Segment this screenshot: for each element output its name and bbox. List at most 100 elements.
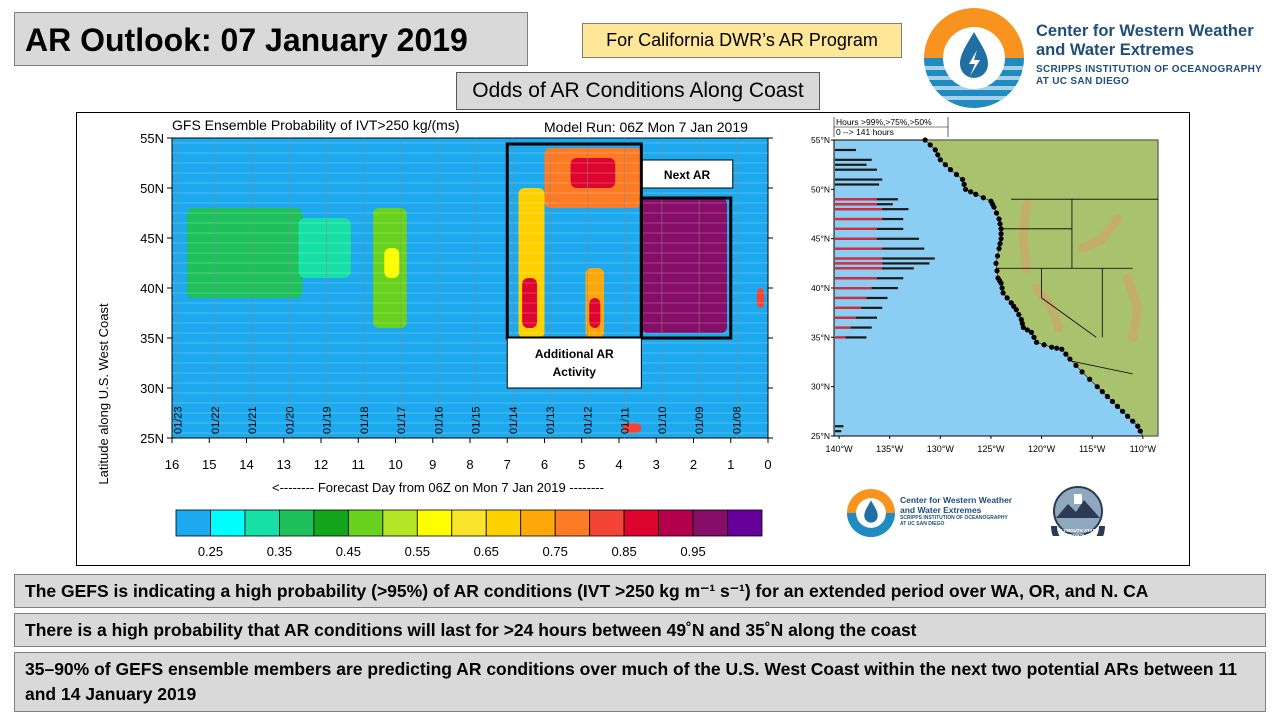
coast-point — [1125, 413, 1131, 419]
small-org-title: Center for Western Weather and Water Ext… — [900, 495, 1012, 527]
x-tick-label: 7 — [504, 457, 511, 472]
additional-ar-label-line1: Additional AR — [535, 347, 614, 361]
heatmap-annotations: Next AR Additional AR Activity — [505, 142, 734, 389]
heatmap-title: GFS Ensemble Probability of IVT>250 kg/(… — [172, 117, 460, 133]
coast-point — [947, 167, 954, 173]
coast-point — [993, 210, 1000, 216]
coast-point — [1004, 295, 1010, 301]
colorbar-swatch — [279, 509, 315, 537]
x-tick-label: 1 — [727, 457, 734, 472]
colorbar-swatch — [175, 509, 211, 537]
coast-point — [1063, 351, 1069, 357]
heatmap-subtitle: Model Run: 06Z Mon 7 Jan 2019 — [544, 119, 748, 135]
hours-bar — [835, 178, 883, 181]
colorbar-swatch — [727, 509, 763, 537]
hours-bar-99 — [835, 208, 883, 211]
org-sub-line2: AT UC SAN DIEGO — [1036, 76, 1130, 87]
org-title: Center for Western Weather and Water Ext… — [1036, 22, 1262, 88]
x-tick-label: 10 — [388, 457, 402, 472]
map-y-tick-label: 50°N — [811, 184, 830, 194]
cw3e-logo-icon — [924, 8, 1024, 108]
date-label: 01/10 — [657, 406, 669, 434]
heatmap-ylabel: Latitude along U.S. West Coast — [96, 303, 111, 485]
coast-point — [1073, 362, 1079, 369]
colorbar-swatch — [382, 509, 418, 537]
hours-bar — [835, 163, 867, 166]
colorbar-swatch — [520, 509, 556, 537]
small-org-sub-line1: SCRIPPS INSTITUTION OF OCEANOGRAPHY — [900, 515, 1008, 521]
hours-bar-99 — [835, 267, 883, 270]
colorbar-swatch — [623, 509, 659, 537]
coast-point — [997, 241, 1003, 247]
next-ar-label: Next AR — [664, 168, 711, 182]
coast-point — [1059, 346, 1065, 352]
hours-bar-99 — [835, 227, 877, 230]
coast-point — [1013, 307, 1019, 313]
coast-point — [1018, 316, 1024, 323]
coast-point — [1031, 334, 1037, 340]
coast-point — [922, 137, 928, 143]
psu-logo: PLYMOUTH STATE METEOROLOGY — [1040, 486, 1116, 553]
colorbar-swatch — [554, 509, 591, 537]
additional-ar-label-box — [506, 337, 642, 389]
coastal-hours-map: Hours >99%,>75%,>50% 0 --> 141 hours 55°… — [811, 117, 1159, 454]
coast-point — [932, 147, 938, 153]
prob-region — [622, 423, 642, 433]
coast-point — [996, 245, 1002, 252]
additional-ar-label-line2: Activity — [553, 365, 597, 379]
small-org-sub-line2: AT UC SAN DIEGO — [900, 521, 945, 527]
y-tick-label: 25N — [140, 431, 164, 446]
coast-point — [991, 204, 997, 210]
colorbar-swatch — [658, 509, 694, 537]
coast-point — [935, 152, 941, 158]
prob-region — [186, 208, 303, 298]
finding-2: There is a high probability that AR cond… — [14, 613, 1266, 647]
small-org-name-line2: and Water Extremes — [900, 505, 982, 515]
coast-point — [994, 253, 1001, 259]
x-tick-label: 13 — [277, 457, 291, 472]
colorbar-swatch — [244, 509, 280, 537]
coast-point — [1087, 376, 1093, 382]
map-x-tick-label: 120°W — [1028, 444, 1056, 454]
y-tick-label: 30N — [140, 381, 164, 396]
date-label: 01/18 — [359, 406, 371, 434]
colorbar-label: 0.95 — [680, 544, 705, 559]
cw3e-logo — [922, 6, 1026, 110]
map-y-tick-label: 55°N — [811, 135, 830, 145]
x-tick-label: 8 — [466, 457, 473, 472]
prob-region — [384, 248, 400, 278]
colorbar-label: 0.75 — [543, 544, 568, 559]
map-x-tick-label: 135°W — [876, 444, 904, 454]
hours-bar — [835, 257, 935, 260]
coast-point — [1024, 327, 1030, 333]
coast-point — [927, 142, 933, 148]
x-tick-label: 5 — [578, 457, 585, 472]
colorbar-swatch — [313, 509, 349, 537]
x-tick-label: 15 — [202, 457, 216, 472]
finding-3: 35–90% of GEFS ensemble members are pred… — [14, 652, 1266, 712]
colorbar-label: 0.35 — [267, 544, 292, 559]
hours-bar-99 — [835, 198, 877, 201]
org-sub-line1: SCRIPPS INSTITUTION OF OCEANOGRAPHY — [1036, 64, 1263, 75]
colorbar-swatch — [210, 509, 246, 537]
x-tick-label: 12 — [314, 457, 328, 472]
coast-point — [1019, 320, 1025, 327]
hours-bar — [835, 430, 842, 433]
map-y-tick-label: 25°N — [811, 431, 830, 441]
date-label: 01/19 — [322, 406, 334, 434]
map-y-tick-label: 40°N — [811, 283, 830, 293]
x-tick-label: 0 — [764, 457, 771, 472]
coast-point — [994, 268, 1000, 274]
coast-point — [1020, 324, 1026, 331]
heatmap-x-ticks: 16 15 14 13 12 11 10 9 8 7 6 5 4 3 2 1 0 — [165, 438, 772, 472]
hours-bar — [835, 425, 844, 428]
x-tick-label: 14 — [239, 457, 253, 472]
x-tick-label: 6 — [541, 457, 548, 472]
coast-point — [1130, 418, 1136, 424]
coast-point — [1135, 423, 1141, 429]
program-label: For California DWR’s AR Program — [582, 23, 902, 58]
colorbar-label: 0.65 — [474, 544, 499, 559]
hours-bar-99 — [835, 296, 867, 300]
date-label: 01/09 — [694, 406, 706, 434]
coast-point — [1049, 344, 1055, 350]
